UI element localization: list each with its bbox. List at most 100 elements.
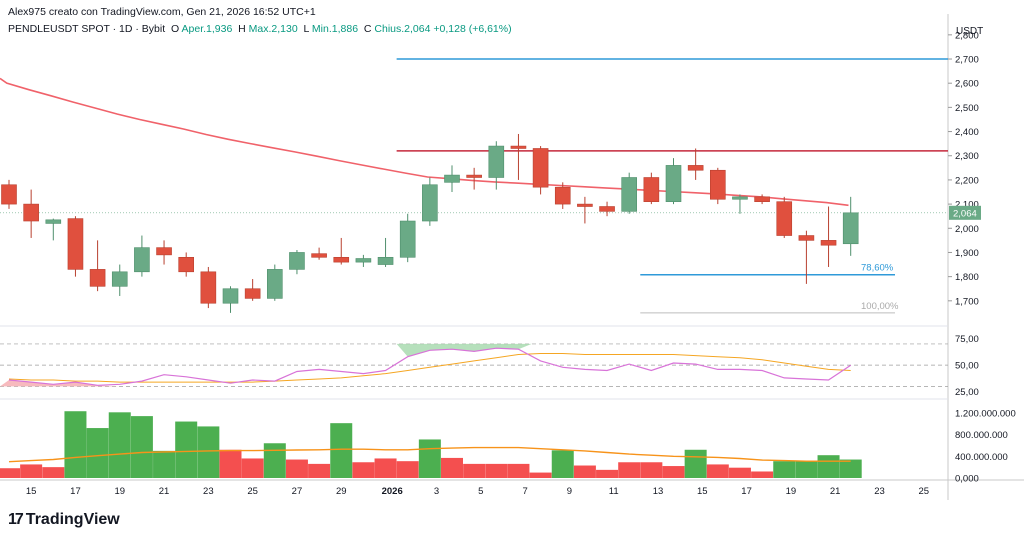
candle-body bbox=[444, 174, 460, 183]
volume-bar bbox=[86, 428, 109, 478]
volume-bar bbox=[485, 463, 508, 478]
candle-body bbox=[289, 252, 305, 270]
time-tick-label: 11 bbox=[609, 486, 619, 497]
tradingview-logo-icon: 17 bbox=[8, 511, 24, 528]
time-tick-label: 25 bbox=[247, 486, 258, 497]
volume-bar bbox=[573, 465, 596, 478]
candle bbox=[577, 196, 593, 224]
candle bbox=[1, 179, 17, 209]
price-tick-label: 2,000 bbox=[955, 224, 979, 235]
candle-body bbox=[134, 247, 150, 273]
candle bbox=[798, 230, 815, 284]
candle-body bbox=[1, 184, 17, 205]
volume-bar bbox=[751, 471, 774, 478]
rsi-tick-label: 75,00 bbox=[955, 334, 979, 345]
volume-bar bbox=[263, 443, 286, 478]
volume-bar bbox=[374, 458, 397, 478]
candle bbox=[355, 254, 372, 267]
candle-body bbox=[422, 184, 438, 222]
candle bbox=[842, 196, 859, 256]
chart-credit: Alex975 creato con TradingView.com, Gen … bbox=[8, 6, 316, 18]
time-tick-label: 17 bbox=[741, 486, 752, 497]
candle-body bbox=[842, 212, 859, 245]
close-label: C bbox=[363, 23, 372, 35]
volume-bar bbox=[130, 416, 153, 478]
open-value: Aper.1,936 bbox=[181, 23, 233, 35]
time-tick-label: 23 bbox=[203, 486, 214, 497]
volume-bar bbox=[175, 421, 198, 478]
candle bbox=[776, 196, 793, 238]
candle bbox=[444, 165, 460, 193]
close-value: Chius.2,064 bbox=[374, 23, 431, 35]
time-tick-label: 15 bbox=[697, 486, 708, 497]
symbol-name[interactable]: PENDLEUSDT SPOT · 1D · Bybit bbox=[8, 23, 166, 35]
candle bbox=[23, 189, 39, 238]
time-tick-label: 21 bbox=[159, 486, 170, 497]
rsi-line bbox=[8, 347, 852, 386]
candle-body bbox=[532, 148, 549, 188]
candle-body bbox=[67, 218, 84, 270]
candle-body bbox=[377, 256, 394, 265]
candle-body bbox=[399, 220, 416, 258]
volume-bar bbox=[219, 449, 242, 478]
time-tick-label: 19 bbox=[114, 486, 125, 497]
time-tick-label: 19 bbox=[786, 486, 797, 497]
candle bbox=[643, 172, 660, 205]
candle-body bbox=[156, 247, 172, 256]
candle bbox=[754, 194, 770, 205]
price-tick-label: 1,700 bbox=[955, 296, 979, 307]
time-tick-label: 5 bbox=[478, 486, 483, 497]
candle bbox=[687, 148, 704, 180]
tradingview-logo-text: TradingView bbox=[25, 511, 120, 528]
candle-body bbox=[776, 201, 793, 236]
candle bbox=[134, 235, 150, 277]
candle bbox=[333, 237, 350, 265]
volume-bar bbox=[108, 412, 131, 478]
volume-tick-label: 400.000.000 bbox=[955, 452, 1008, 463]
time-tick-label: 13 bbox=[653, 486, 664, 497]
price-tick-label: 2,400 bbox=[955, 127, 979, 138]
volume-bar bbox=[839, 459, 862, 478]
candle bbox=[466, 167, 482, 190]
volume-bar bbox=[551, 450, 574, 478]
tradingview-logo[interactable]: 17 TradingView bbox=[8, 511, 120, 529]
candle-body bbox=[820, 240, 837, 246]
candle bbox=[289, 250, 305, 275]
candle bbox=[665, 158, 682, 205]
fib-level-label: 100,00% bbox=[861, 301, 899, 312]
candle-body bbox=[178, 256, 194, 273]
volume-bar bbox=[352, 462, 375, 478]
volume-bar bbox=[795, 461, 818, 478]
price-tick-label: 1,800 bbox=[955, 272, 979, 283]
change-value: +0,128 (+6,61%) bbox=[433, 23, 512, 35]
candle-body bbox=[311, 253, 327, 258]
volume-bar bbox=[706, 464, 729, 478]
price-tick-label: 2,200 bbox=[955, 175, 979, 186]
volume-bar bbox=[330, 423, 353, 478]
volume-bar bbox=[64, 411, 87, 478]
candle-body bbox=[222, 288, 239, 304]
time-tick-label: 23 bbox=[874, 486, 885, 497]
candle bbox=[599, 201, 615, 217]
price-tick-label: 2,700 bbox=[955, 55, 979, 66]
candle-body bbox=[798, 235, 815, 241]
volume-bar bbox=[441, 457, 463, 478]
rsi-oversold-fill bbox=[0, 380, 120, 387]
rsi-ma-line bbox=[8, 353, 851, 383]
high-label: H bbox=[238, 23, 246, 35]
price-tick-label: 2,600 bbox=[955, 79, 979, 90]
volume-bar bbox=[640, 462, 663, 478]
volume-tick-label: 1.200.000.000 bbox=[955, 408, 1016, 419]
candle-body bbox=[466, 174, 482, 178]
candle bbox=[732, 194, 748, 214]
volume-bar bbox=[817, 455, 840, 478]
volume-bar bbox=[308, 463, 331, 478]
candle-body bbox=[687, 165, 704, 171]
candle-body bbox=[577, 203, 593, 207]
candle bbox=[311, 247, 327, 260]
candle-body bbox=[200, 271, 217, 304]
candle bbox=[266, 264, 283, 301]
candle bbox=[377, 237, 394, 267]
candle bbox=[554, 182, 571, 209]
